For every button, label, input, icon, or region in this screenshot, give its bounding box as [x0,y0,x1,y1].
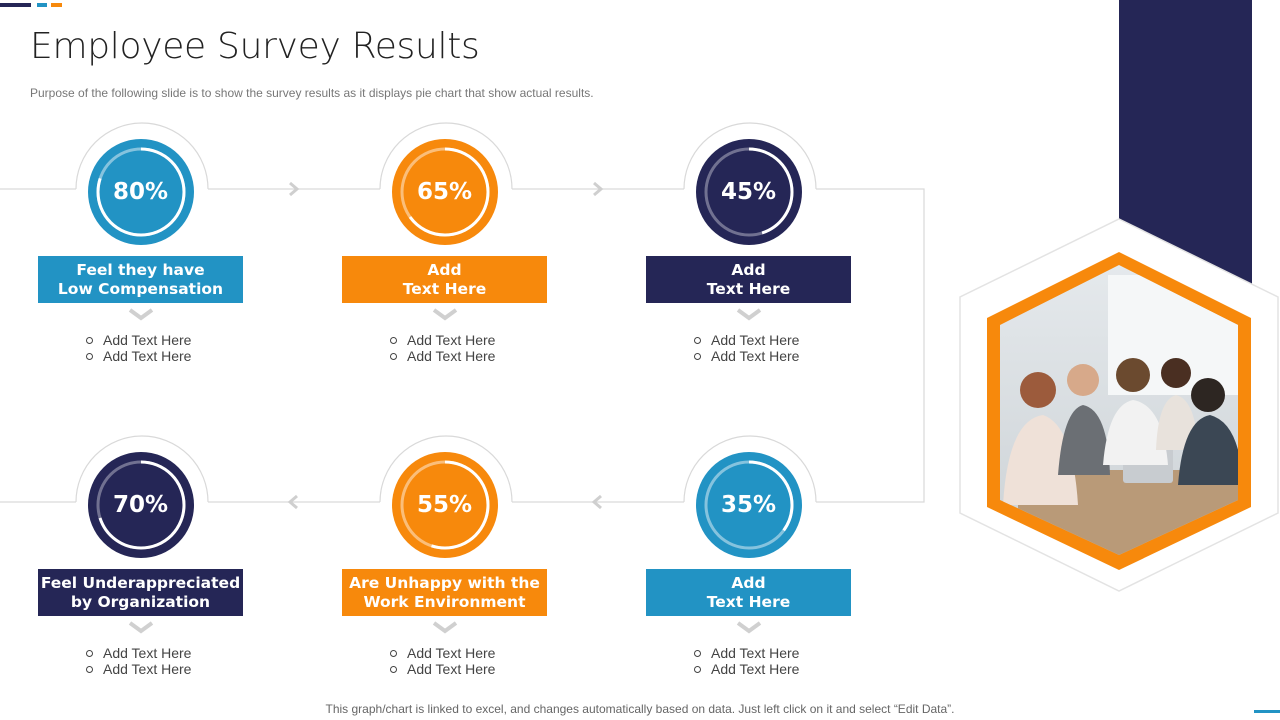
bullet-icon [694,352,701,360]
list-item: Add Text Here [86,348,191,364]
list-item: Add Text Here [390,332,495,348]
percent-value: 35% [720,492,777,518]
chevron-down-icon [128,621,154,634]
arrow-left-icon [287,494,298,510]
bullet-icon [86,352,93,360]
bullet-icon [390,336,397,344]
list-item: Add Text Here [390,661,495,677]
card-label: Feel Underappreciated by Organization [38,569,243,616]
percent-value: 70% [112,492,169,518]
bullet-icon [694,336,701,344]
bullet-list: Add Text Here Add Text Here [694,332,799,364]
percent-ring: 70% [87,452,194,558]
bullet-list: Add Text Here Add Text Here [86,645,191,677]
chevron-down-icon [432,308,458,321]
percent-value: 45% [720,179,777,205]
corner-accent-line [1254,710,1280,713]
arrow-right-icon [289,181,300,197]
list-item: Add Text Here [694,645,799,661]
bullet-list: Add Text Here Add Text Here [86,332,191,364]
chevron-down-icon [432,621,458,634]
arrow-left-icon [591,494,602,510]
bullet-list: Add Text Here Add Text Here [390,332,495,364]
list-item: Add Text Here [694,348,799,364]
chevron-down-icon [736,308,762,321]
card-label: Add Text Here [646,256,851,303]
list-item: Add Text Here [694,332,799,348]
bullet-icon [694,665,701,673]
percent-ring: 80% [87,139,194,245]
card-label: Add Text Here [646,569,851,616]
page-title: Employee Survey Results [30,26,480,67]
accent-mark-navy [0,3,31,7]
bullet-icon [86,649,93,657]
accent-mark-orange [51,3,62,7]
progress-arc [96,147,185,237]
progress-arc [400,460,489,550]
bullet-icon [86,336,93,344]
accent-mark-blue [37,3,47,7]
progress-arc [704,460,793,550]
bullet-icon [694,649,701,657]
card-label: Feel they have Low Compensation [38,256,243,303]
percent-ring: 45% [695,139,802,245]
percent-ring: 65% [391,139,498,245]
chevron-down-icon [736,621,762,634]
progress-arc [704,147,793,237]
card-label: Add Text Here [342,256,547,303]
list-item: Add Text Here [694,661,799,677]
list-item: Add Text Here [86,661,191,677]
arrow-right-icon [593,181,604,197]
page-subtitle: Purpose of the following slide is to sho… [30,86,594,100]
progress-arc [400,147,489,237]
bullet-icon [390,649,397,657]
list-item: Add Text Here [86,332,191,348]
bullet-icon [86,665,93,673]
chevron-down-icon [128,308,154,321]
bullet-list: Add Text Here Add Text Here [390,645,495,677]
list-item: Add Text Here [390,348,495,364]
percent-value: 80% [112,179,169,205]
bullet-icon [390,352,397,360]
percent-ring: 35% [695,452,802,558]
percent-value: 65% [416,179,473,205]
percent-ring: 55% [391,452,498,558]
card-label: Are Unhappy with the Work Environment [342,569,547,616]
list-item: Add Text Here [86,645,191,661]
bullet-list: Add Text Here Add Text Here [694,645,799,677]
footer-note: This graph/chart is linked to excel, and… [325,702,955,716]
team-photo [959,218,1279,592]
list-item: Add Text Here [390,645,495,661]
bullet-icon [390,665,397,673]
progress-arc [96,460,185,550]
percent-value: 55% [416,492,473,518]
